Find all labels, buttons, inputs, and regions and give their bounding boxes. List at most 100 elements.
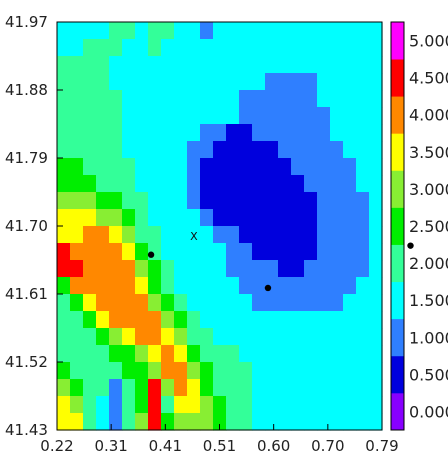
- heat-cell: [369, 413, 383, 431]
- heat-cell: [122, 362, 136, 380]
- heat-cell: [174, 90, 188, 108]
- heat-cell: [369, 362, 383, 380]
- heat-cell: [304, 107, 318, 125]
- heat-cell: [70, 379, 84, 397]
- heat-cell: [317, 124, 331, 142]
- heat-cell: [304, 56, 318, 74]
- heat-cell: [317, 90, 331, 108]
- heat-cell: [122, 328, 136, 346]
- heat-cell: [343, 90, 357, 108]
- heat-cell: [239, 226, 253, 244]
- heat-cell: [252, 226, 266, 244]
- heat-cell: [57, 379, 71, 397]
- x-marker-label: X: [190, 230, 198, 243]
- heat-cell: [187, 413, 201, 431]
- x-tick-label: 0.22: [40, 437, 73, 455]
- heat-cell: [122, 158, 136, 176]
- heat-cell: [265, 311, 279, 329]
- heat-cell: [83, 328, 97, 346]
- heat-cell: [122, 175, 136, 193]
- heat-cell: [200, 141, 214, 159]
- heat-cell: [252, 73, 266, 91]
- heat-cell: [213, 209, 227, 227]
- heat-cell: [96, 226, 110, 244]
- heat-cell: [174, 56, 188, 74]
- heat-cell: [109, 396, 123, 414]
- heat-cell: [252, 294, 266, 312]
- heat-cell: [109, 413, 123, 431]
- heat-cell: [57, 175, 71, 193]
- heat-cell: [213, 141, 227, 159]
- heat-cell: [174, 277, 188, 295]
- heat-cell: [343, 311, 357, 329]
- heat-cell: [239, 73, 253, 91]
- heat-cell: [369, 158, 383, 176]
- heat-cell: [70, 158, 84, 176]
- heat-cell: [343, 192, 357, 210]
- heat-cell: [317, 22, 331, 40]
- heat-cell: [343, 260, 357, 278]
- heat-cell: [200, 413, 214, 431]
- heat-cell: [174, 345, 188, 363]
- heat-cell: [291, 311, 305, 329]
- heat-cell: [187, 209, 201, 227]
- heat-cell: [265, 56, 279, 74]
- heat-cell: [369, 124, 383, 142]
- heat-cell: [161, 175, 175, 193]
- heat-cell: [200, 396, 214, 414]
- heat-cell: [96, 294, 110, 312]
- heat-cell: [330, 328, 344, 346]
- heat-cell: [330, 158, 344, 176]
- heat-cell: [122, 107, 136, 125]
- heat-cell: [200, 158, 214, 176]
- heat-cell: [174, 124, 188, 142]
- heat-cell: [109, 328, 123, 346]
- heat-cell: [57, 362, 71, 380]
- heat-cell: [265, 209, 279, 227]
- heat-cell: [304, 396, 318, 414]
- heat-cell: [187, 294, 201, 312]
- heat-cell: [122, 209, 136, 227]
- heat-cell: [343, 362, 357, 380]
- heat-cell: [239, 158, 253, 176]
- heat-cell: [122, 243, 136, 261]
- heat-cell: [161, 362, 175, 380]
- heat-cell: [356, 107, 370, 125]
- heat-cell: [330, 192, 344, 210]
- heat-cell: [200, 294, 214, 312]
- colorbar-swatch: [391, 392, 404, 431]
- heat-cell: [109, 73, 123, 91]
- heat-cell: [343, 226, 357, 244]
- heat-cell: [278, 107, 292, 125]
- heat-cell: [304, 413, 318, 431]
- heat-cell: [356, 294, 370, 312]
- heat-cell: [317, 175, 331, 193]
- heat-cell: [161, 328, 175, 346]
- heat-cell: [356, 192, 370, 210]
- heat-cell: [265, 294, 279, 312]
- heat-cell: [356, 141, 370, 159]
- heat-cell: [291, 345, 305, 363]
- heat-cell: [278, 141, 292, 159]
- heat-cell: [83, 192, 97, 210]
- heat-cell: [356, 124, 370, 142]
- heat-cell: [226, 243, 240, 261]
- heat-cell: [83, 141, 97, 159]
- heat-cell: [200, 379, 214, 397]
- heat-cell: [278, 379, 292, 397]
- heat-cell: [135, 175, 149, 193]
- heat-cell: [226, 277, 240, 295]
- heat-cell: [57, 56, 71, 74]
- heat-cell: [187, 379, 201, 397]
- heat-cell: [317, 192, 331, 210]
- heat-cell: [135, 243, 149, 261]
- y-tick-label: 41.79: [5, 149, 48, 167]
- heat-cell: [239, 22, 253, 40]
- heat-cell: [148, 413, 162, 431]
- heat-cell: [70, 413, 84, 431]
- heat-cell: [109, 345, 123, 363]
- heat-cell: [226, 90, 240, 108]
- heat-cell: [317, 260, 331, 278]
- heat-cell: [83, 345, 97, 363]
